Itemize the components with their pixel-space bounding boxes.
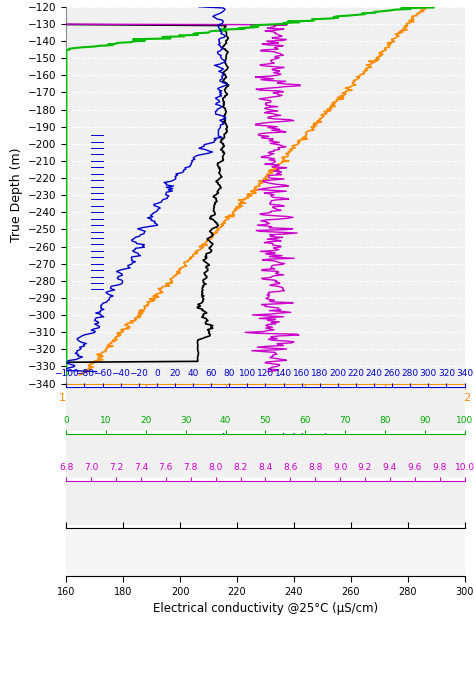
X-axis label: Electrical conductivity @25°C (μS/cm): Electrical conductivity @25°C (μS/cm) bbox=[153, 602, 378, 615]
X-axis label: pH: pH bbox=[257, 528, 273, 540]
X-axis label: Temperature (°C): Temperature (°C) bbox=[211, 409, 319, 422]
X-axis label: Redox potential (mV): Redox potential (mV) bbox=[203, 433, 328, 446]
Y-axis label: True Depth (m): True Depth (m) bbox=[9, 148, 23, 242]
X-axis label: Dissolved oxygen (% sat.): Dissolved oxygen (% sat.) bbox=[189, 481, 342, 493]
